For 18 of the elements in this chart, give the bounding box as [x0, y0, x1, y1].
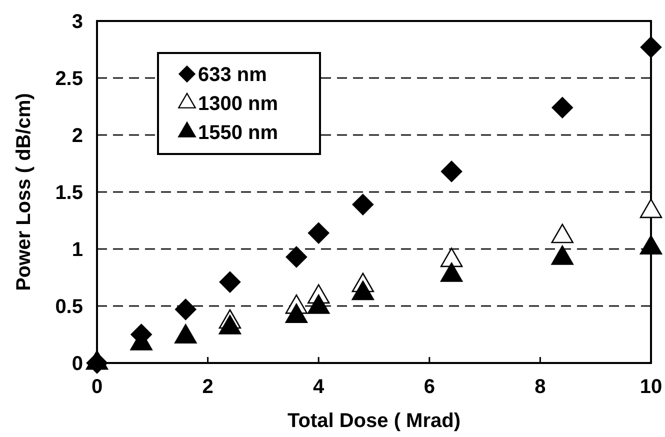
y-tick-label: 0	[72, 353, 83, 375]
legend-label: 633 nm	[198, 64, 267, 86]
x-tick-label: 10	[640, 376, 662, 398]
y-tick-label: 1.5	[55, 182, 83, 204]
y-tick-label: 2.5	[55, 68, 83, 90]
y-tick-label: 1	[72, 239, 83, 261]
x-axis-title: Total Dose ( Mrad)	[288, 410, 460, 432]
x-tick-label: 4	[313, 376, 326, 398]
x-tick-label: 8	[534, 376, 546, 398]
x-tick-label: 6	[424, 376, 435, 398]
x-tick-label: 2	[202, 376, 214, 398]
y-tick-label: 2	[72, 125, 83, 147]
y-tick-label: 3	[72, 11, 83, 33]
x-tick-label: 0	[91, 376, 103, 398]
y-axis-title: Power Loss ( dB/cm)	[13, 93, 35, 291]
legend-label: 1300 nm	[198, 93, 278, 115]
y-tick-label: 0.5	[55, 296, 83, 318]
legend-label: 1550 nm	[198, 122, 278, 144]
